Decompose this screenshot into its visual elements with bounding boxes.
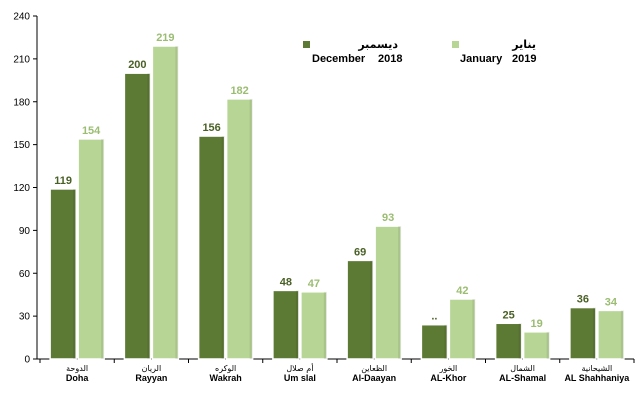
bar-al-shahhaniya-january (597, 309, 625, 360)
bar-rayyan-january (151, 45, 180, 360)
category-label-ar: الظعاين (361, 364, 387, 373)
bar-doha-december (49, 188, 77, 360)
value-label-doha-december: 119 (54, 175, 72, 187)
bar-shade-al-shamal-january (546, 331, 550, 359)
bar-um-slal-december (272, 289, 300, 360)
legend-swatch-december (303, 41, 310, 48)
bar-shade-rayyan-december (147, 73, 151, 360)
bar-shade-al-shahhaniya-january (620, 310, 624, 359)
legend-january-en: January (460, 53, 503, 65)
category-label-ar: الشمال (510, 364, 535, 373)
bar-shade-doha-december (73, 188, 77, 359)
bar-shade-doha-january (101, 138, 105, 359)
category-label-en: AL-Khor (430, 373, 466, 383)
bar-shade-um-slal-january (323, 291, 327, 359)
value-label-wakrah-january: 182 (230, 85, 248, 97)
bar-um-slal-january (300, 291, 328, 360)
value-label-wakrah-december: 156 (202, 122, 220, 134)
bar-shade-al-daayan-january (398, 226, 402, 359)
legend-december-ar: ديسمبر (357, 39, 398, 51)
value-label-al-daayan-january: 93 (382, 212, 394, 224)
data-labels: 119 154 200 219 156 182 48 47 69 93.. 42 25 19 36 34 (54, 32, 618, 330)
y-tick-label: 90 (19, 226, 31, 237)
value-label-al-shahhaniya-december: 36 (577, 294, 589, 306)
bar-shade-um-slal-december (295, 290, 299, 359)
bar-al-daayan-december (346, 259, 374, 360)
bar-shade-al-shamal-december (518, 323, 522, 359)
bar-doha-january (77, 138, 105, 360)
category-label-ar: الوكره (215, 364, 236, 373)
category-label-ar: الشيحانية (582, 364, 613, 373)
legend-december-year: 2018 (378, 53, 402, 65)
value-label-um-slal-january: 47 (308, 278, 320, 290)
value-label-al-khor-january: 42 (456, 285, 468, 297)
bars (49, 45, 625, 360)
y-tick-label: 60 (19, 269, 31, 280)
category-label-en: Um slal (284, 373, 316, 383)
y-tick-label: 180 (13, 97, 30, 108)
bar-shade-rayyan-january (175, 46, 179, 359)
bar-shade-al-shahhaniya-december (592, 307, 596, 359)
bar-al-khor-december (420, 323, 449, 360)
category-label-en: Rayyan (135, 373, 167, 383)
category-label-en: AL-Shamal (499, 373, 546, 383)
legend-january-ar: يناير (511, 39, 536, 51)
y-tick-label: 210 (13, 54, 30, 65)
value-label-um-slal-december: 48 (280, 276, 292, 288)
bar-al-shamal-december (494, 322, 523, 360)
value-label-al-khor-december: .. (431, 311, 437, 323)
category-label-en: Al-Daayan (352, 373, 396, 383)
bar-shade-wakrah-january (249, 98, 253, 360)
bar-shade-wakrah-december (221, 136, 225, 359)
category-label-en: Doha (66, 373, 89, 383)
value-label-doha-january: 154 (82, 125, 101, 137)
category-label-ar: الخور (438, 364, 457, 373)
bar-wakrah-january (225, 98, 254, 360)
category-label-en: Wakrah (210, 373, 242, 383)
value-label-al-shahhaniya-january: 34 (605, 296, 618, 308)
bar-shade-al-khor-january (472, 298, 476, 359)
value-label-al-shamal-january: 19 (531, 318, 543, 330)
category-label-ar: أم صلال (286, 363, 313, 373)
category-label-en: AL Shahhaniya (564, 373, 630, 383)
bar-shade-al-daayan-december (370, 260, 374, 359)
value-label-rayyan-december: 200 (128, 59, 146, 71)
y-tick-label: 120 (13, 183, 30, 194)
value-label-rayyan-january: 219 (156, 32, 174, 44)
bar-rayyan-december (123, 72, 152, 360)
y-tick-label: 0 (24, 355, 30, 366)
bar-al-shamal-january (522, 331, 551, 360)
value-label-al-daayan-december: 69 (354, 246, 366, 258)
value-label-al-shamal-december: 25 (503, 309, 515, 321)
bar-al-daayan-january (374, 225, 402, 360)
y-tick-label: 150 (13, 140, 30, 151)
bar-shade-al-khor-december (444, 324, 448, 359)
category-label-ar: الريان (142, 364, 162, 373)
bar-al-khor-january (448, 298, 477, 360)
legend-december-en: December (312, 53, 366, 65)
y-tick-label: 240 (13, 12, 30, 23)
bar-wakrah-december (197, 135, 226, 360)
legend-swatch-january (452, 41, 459, 48)
bar-al-shahhaniya-december (569, 306, 597, 360)
legend: ديسمبر December 2018 يناير January 2019 (303, 39, 536, 65)
category-label-ar: الدوحة (66, 364, 88, 373)
y-tick-label: 30 (19, 312, 31, 323)
legend-january-year: 2019 (512, 53, 536, 65)
